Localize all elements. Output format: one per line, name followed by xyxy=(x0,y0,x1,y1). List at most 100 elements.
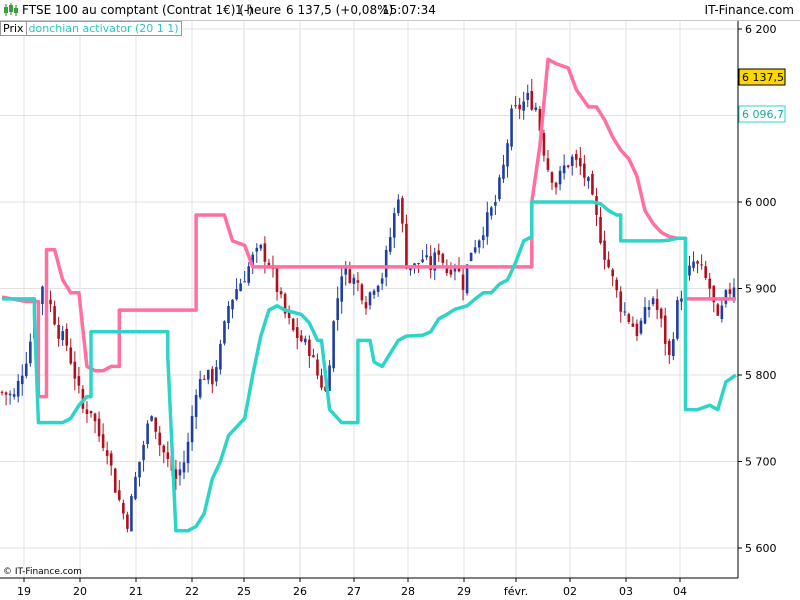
candle-body xyxy=(522,101,525,111)
candle-body xyxy=(202,378,206,380)
candle-body xyxy=(554,182,558,188)
candle-body xyxy=(287,311,291,319)
candle-body xyxy=(587,177,590,182)
x-tick-label: 04 xyxy=(673,585,687,598)
candle-body xyxy=(672,339,675,357)
candle-body xyxy=(0,391,4,393)
last-change-label: 6 137,5 (+0,08%) xyxy=(286,3,394,17)
candle-body xyxy=(117,490,121,500)
chart-legend: Prix donchian activator (20 1 1) xyxy=(0,21,182,36)
brand-label: IT-Finance.com xyxy=(704,3,794,17)
y-tick-label: 6 200 xyxy=(745,23,777,36)
candlestick-icon xyxy=(4,3,18,16)
candle-body xyxy=(384,249,388,278)
candle-body xyxy=(623,311,627,313)
candle-body xyxy=(655,298,659,310)
y-tick-label: 5 900 xyxy=(745,283,777,296)
candle-body xyxy=(583,163,586,178)
candle-body xyxy=(178,469,182,476)
candle-body xyxy=(595,196,598,215)
candle-body xyxy=(215,367,218,382)
x-tick-label: 29 xyxy=(457,585,471,598)
x-axis: 19 20 21 22 25 26 27 28 29 févr. 02 03 04 xyxy=(17,578,687,598)
legend-price[interactable]: Prix xyxy=(0,21,27,36)
candle-body xyxy=(401,198,404,224)
candle-body xyxy=(308,339,311,357)
candle-body xyxy=(146,423,149,444)
candle-body xyxy=(700,264,703,266)
candle-body xyxy=(534,107,538,111)
candle-body xyxy=(259,244,263,249)
candle-body xyxy=(417,263,420,265)
copyright-label: © IT-Finance.com xyxy=(3,567,82,577)
candle-body xyxy=(77,376,81,386)
candle-body xyxy=(579,158,582,167)
x-tick-label: 28 xyxy=(401,585,415,598)
candle-body xyxy=(643,307,647,324)
candle-body xyxy=(20,375,24,385)
candle-body xyxy=(243,281,246,283)
candle-body xyxy=(566,165,570,167)
candle-body xyxy=(138,461,141,478)
candle-body xyxy=(275,268,279,292)
candle-body xyxy=(126,514,129,529)
chart-header: FTSE 100 au comptant (Contrat 1€) (-) 1 … xyxy=(0,0,800,21)
clock-label: 15:07:34 xyxy=(382,3,436,17)
candle-body xyxy=(255,247,259,252)
candle-body xyxy=(360,284,364,301)
x-tick-label: févr. xyxy=(504,585,528,598)
candle-body xyxy=(530,90,534,110)
candle-body xyxy=(113,468,117,493)
x-tick-label: 20 xyxy=(73,585,87,598)
candle-body xyxy=(490,207,493,216)
chart-grid xyxy=(0,20,738,578)
candle-body xyxy=(498,177,501,200)
candle-body xyxy=(150,416,153,421)
candle-body xyxy=(550,172,554,183)
candle-body xyxy=(441,253,445,263)
candle-body xyxy=(392,213,396,238)
candle-body xyxy=(405,223,408,269)
candle-body xyxy=(320,375,323,388)
candle-body xyxy=(619,291,623,312)
y-tick-label: 5 800 xyxy=(745,369,777,382)
candlestick-series xyxy=(0,78,736,533)
candle-body xyxy=(663,315,667,344)
candle-body xyxy=(332,321,335,369)
instrument-name: FTSE 100 au comptant (Contrat 1€) (-) xyxy=(22,3,253,17)
candle-body xyxy=(69,347,73,364)
candle-body xyxy=(433,252,437,271)
candle-body xyxy=(154,417,157,432)
candle-body xyxy=(457,267,461,272)
candle-body xyxy=(372,290,376,295)
candle-body xyxy=(477,240,481,248)
candle-body xyxy=(348,269,352,284)
candle-body xyxy=(134,476,137,499)
candle-body xyxy=(526,92,530,100)
candle-body xyxy=(247,266,251,283)
candle-body xyxy=(506,143,509,167)
candle-body xyxy=(227,306,230,324)
candle-body xyxy=(352,277,356,284)
candle-body xyxy=(174,469,178,479)
x-tick-label: 27 xyxy=(347,585,361,598)
y-tick-label: 5 600 xyxy=(745,542,777,555)
candle-body xyxy=(570,156,574,166)
candle-body xyxy=(591,173,594,195)
candle-body xyxy=(344,267,348,275)
candle-body xyxy=(388,237,392,252)
candle-body xyxy=(615,279,619,291)
candle-body xyxy=(291,318,295,331)
candle-body xyxy=(639,320,643,334)
candle-body xyxy=(481,235,485,240)
candle-body xyxy=(712,285,716,303)
candle-body xyxy=(425,255,428,258)
candle-body xyxy=(283,293,287,314)
candle-body xyxy=(231,299,234,310)
indicator-value-badge: 6 096,7 xyxy=(738,105,786,123)
legend-indicator[interactable]: donchian activator (20 1 1) xyxy=(25,21,182,36)
candle-body xyxy=(295,327,299,338)
indicator-value-badge-label: 6 096,7 xyxy=(742,108,784,121)
